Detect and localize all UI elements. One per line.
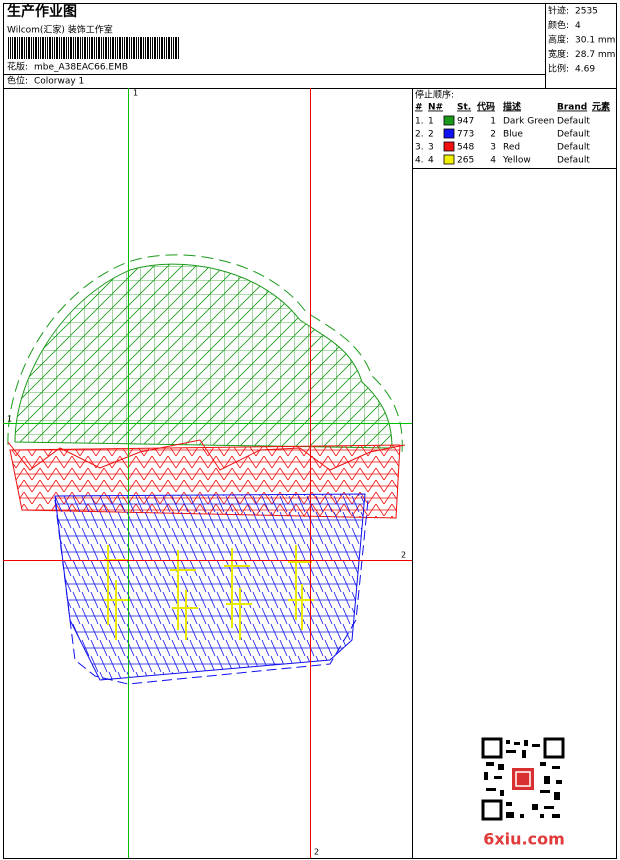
row-index: 2. <box>415 130 424 140</box>
row-stitches: 773 <box>457 130 474 140</box>
yellow-mark <box>224 548 252 640</box>
blue-bucket <box>54 493 366 681</box>
qr-modules <box>484 740 562 818</box>
qr-finder <box>481 737 503 759</box>
green-outline <box>7 254 403 453</box>
row-description: Yellow <box>502 156 531 166</box>
column-header: 描述 <box>503 101 521 113</box>
stat-value: 4.69 <box>575 65 595 75</box>
title: 生产作业图 <box>7 3 77 20</box>
row-stitches: 947 <box>457 117 474 127</box>
colorway: Colorway 1 <box>34 77 84 87</box>
axis-label: 1 <box>7 415 12 424</box>
column-header: Brand <box>557 103 587 113</box>
row-index: 3. <box>415 143 424 153</box>
row-brand: Default <box>557 143 590 153</box>
row-needle: 1 <box>428 117 434 127</box>
row-index: 4. <box>415 156 424 166</box>
axis-label: 2 <box>401 551 406 560</box>
barcode <box>8 37 180 59</box>
red-zigzag <box>7 439 406 471</box>
row-code: 3 <box>490 143 496 153</box>
yellow-mark <box>170 550 198 640</box>
column-header: # <box>415 103 423 113</box>
row-stitches: 265 <box>457 156 474 166</box>
blue-outline <box>54 499 369 685</box>
column-header: 代码 <box>476 101 495 113</box>
row-description: Blue <box>503 130 523 140</box>
axis-label: 2 <box>314 848 319 857</box>
row-needle: 4 <box>428 156 434 166</box>
color-swatch <box>443 128 455 139</box>
column-header: St. <box>457 103 471 113</box>
qr-logo <box>512 768 534 790</box>
row-description: Red <box>503 143 520 153</box>
stat-label: 宽度: <box>548 48 569 60</box>
row-stitches: 548 <box>457 143 474 153</box>
qr-code <box>481 737 565 821</box>
design-label: 花版: <box>7 61 28 73</box>
qr-logo-inner <box>515 771 531 787</box>
watermark: 6xiu.com <box>483 830 565 849</box>
color-swatch <box>443 154 455 165</box>
stat-label: 比例: <box>548 63 569 75</box>
stat-value: 2535 <box>575 7 598 17</box>
row-brand: Default <box>557 156 590 166</box>
stat-label: 针迹: <box>548 5 569 17</box>
row-brand: Default <box>557 117 590 127</box>
row-brand: Default <box>557 130 590 140</box>
color-swatch <box>443 141 455 152</box>
stop-title: 停止顺序: <box>415 89 454 101</box>
axis-label: 1 <box>133 89 138 98</box>
stat-label: 高度: <box>548 34 569 46</box>
stat-value: 4 <box>575 21 581 31</box>
color-swatch <box>443 115 455 126</box>
stat-label: 颜色: <box>548 19 569 31</box>
colorway-label: 色位: <box>7 75 28 87</box>
design-file: mbe_A38EAC66.EMB <box>34 63 128 73</box>
row-needle: 3 <box>428 143 434 153</box>
row-code: 2 <box>490 130 496 140</box>
outer-frame <box>3 3 617 859</box>
qr-finder <box>481 799 503 821</box>
stat-value: 30.1 mm <box>575 36 615 46</box>
column-header: 元素 <box>592 101 610 113</box>
stat-value: 28.7 mm <box>575 50 615 60</box>
green-dome <box>14 263 393 449</box>
row-description: Dark Green <box>503 117 554 127</box>
row-index: 1. <box>415 117 424 127</box>
studio: Wilcom(汇家) 装饰工作室 <box>7 24 113 36</box>
qr-finder <box>543 737 565 759</box>
row-needle: 2 <box>428 130 434 140</box>
column-header: N# <box>428 103 443 113</box>
row-code: 1 <box>490 117 496 127</box>
row-code: 4 <box>490 156 496 166</box>
yellow-mark <box>288 545 314 630</box>
